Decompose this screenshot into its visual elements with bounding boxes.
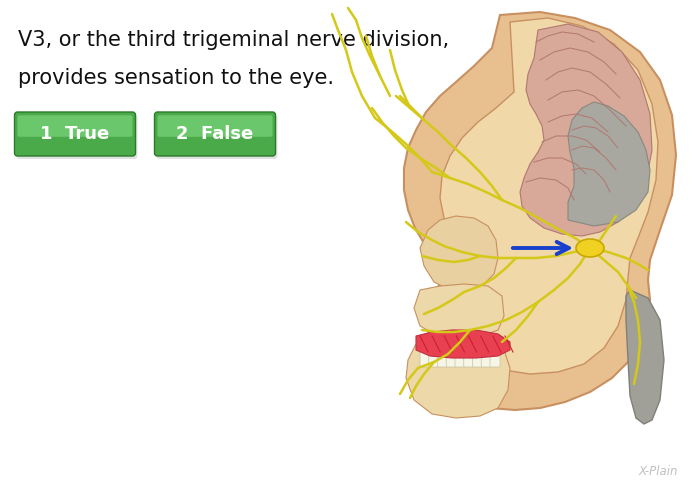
FancyBboxPatch shape <box>463 352 474 367</box>
FancyBboxPatch shape <box>428 337 439 353</box>
FancyBboxPatch shape <box>473 337 482 353</box>
FancyBboxPatch shape <box>18 115 132 137</box>
FancyBboxPatch shape <box>463 337 474 353</box>
FancyBboxPatch shape <box>428 352 439 367</box>
Text: provides sensation to the eye.: provides sensation to the eye. <box>18 68 334 88</box>
FancyBboxPatch shape <box>455 352 465 367</box>
Polygon shape <box>404 12 676 410</box>
FancyBboxPatch shape <box>438 352 447 367</box>
Text: 1  True: 1 True <box>41 125 110 143</box>
FancyBboxPatch shape <box>17 115 137 159</box>
FancyBboxPatch shape <box>490 352 500 367</box>
Polygon shape <box>520 24 652 236</box>
FancyBboxPatch shape <box>447 352 456 367</box>
FancyBboxPatch shape <box>155 112 276 156</box>
FancyBboxPatch shape <box>482 352 491 367</box>
Polygon shape <box>568 102 650 226</box>
FancyBboxPatch shape <box>482 337 491 353</box>
Polygon shape <box>414 284 504 338</box>
FancyBboxPatch shape <box>157 115 277 159</box>
Ellipse shape <box>576 239 604 257</box>
Polygon shape <box>420 216 498 290</box>
FancyBboxPatch shape <box>158 115 272 137</box>
Text: X-Plain: X-Plain <box>638 465 678 478</box>
Polygon shape <box>626 290 664 424</box>
FancyBboxPatch shape <box>473 352 482 367</box>
Polygon shape <box>440 18 658 374</box>
FancyBboxPatch shape <box>420 337 430 353</box>
FancyBboxPatch shape <box>455 337 465 353</box>
Text: V3, or the third trigeminal nerve division,: V3, or the third trigeminal nerve divisi… <box>18 30 449 50</box>
FancyBboxPatch shape <box>15 112 136 156</box>
Text: 2  False: 2 False <box>176 125 253 143</box>
FancyBboxPatch shape <box>447 337 456 353</box>
Polygon shape <box>406 338 510 418</box>
Polygon shape <box>416 330 510 358</box>
FancyBboxPatch shape <box>490 337 500 353</box>
FancyBboxPatch shape <box>438 337 447 353</box>
FancyBboxPatch shape <box>420 352 430 367</box>
